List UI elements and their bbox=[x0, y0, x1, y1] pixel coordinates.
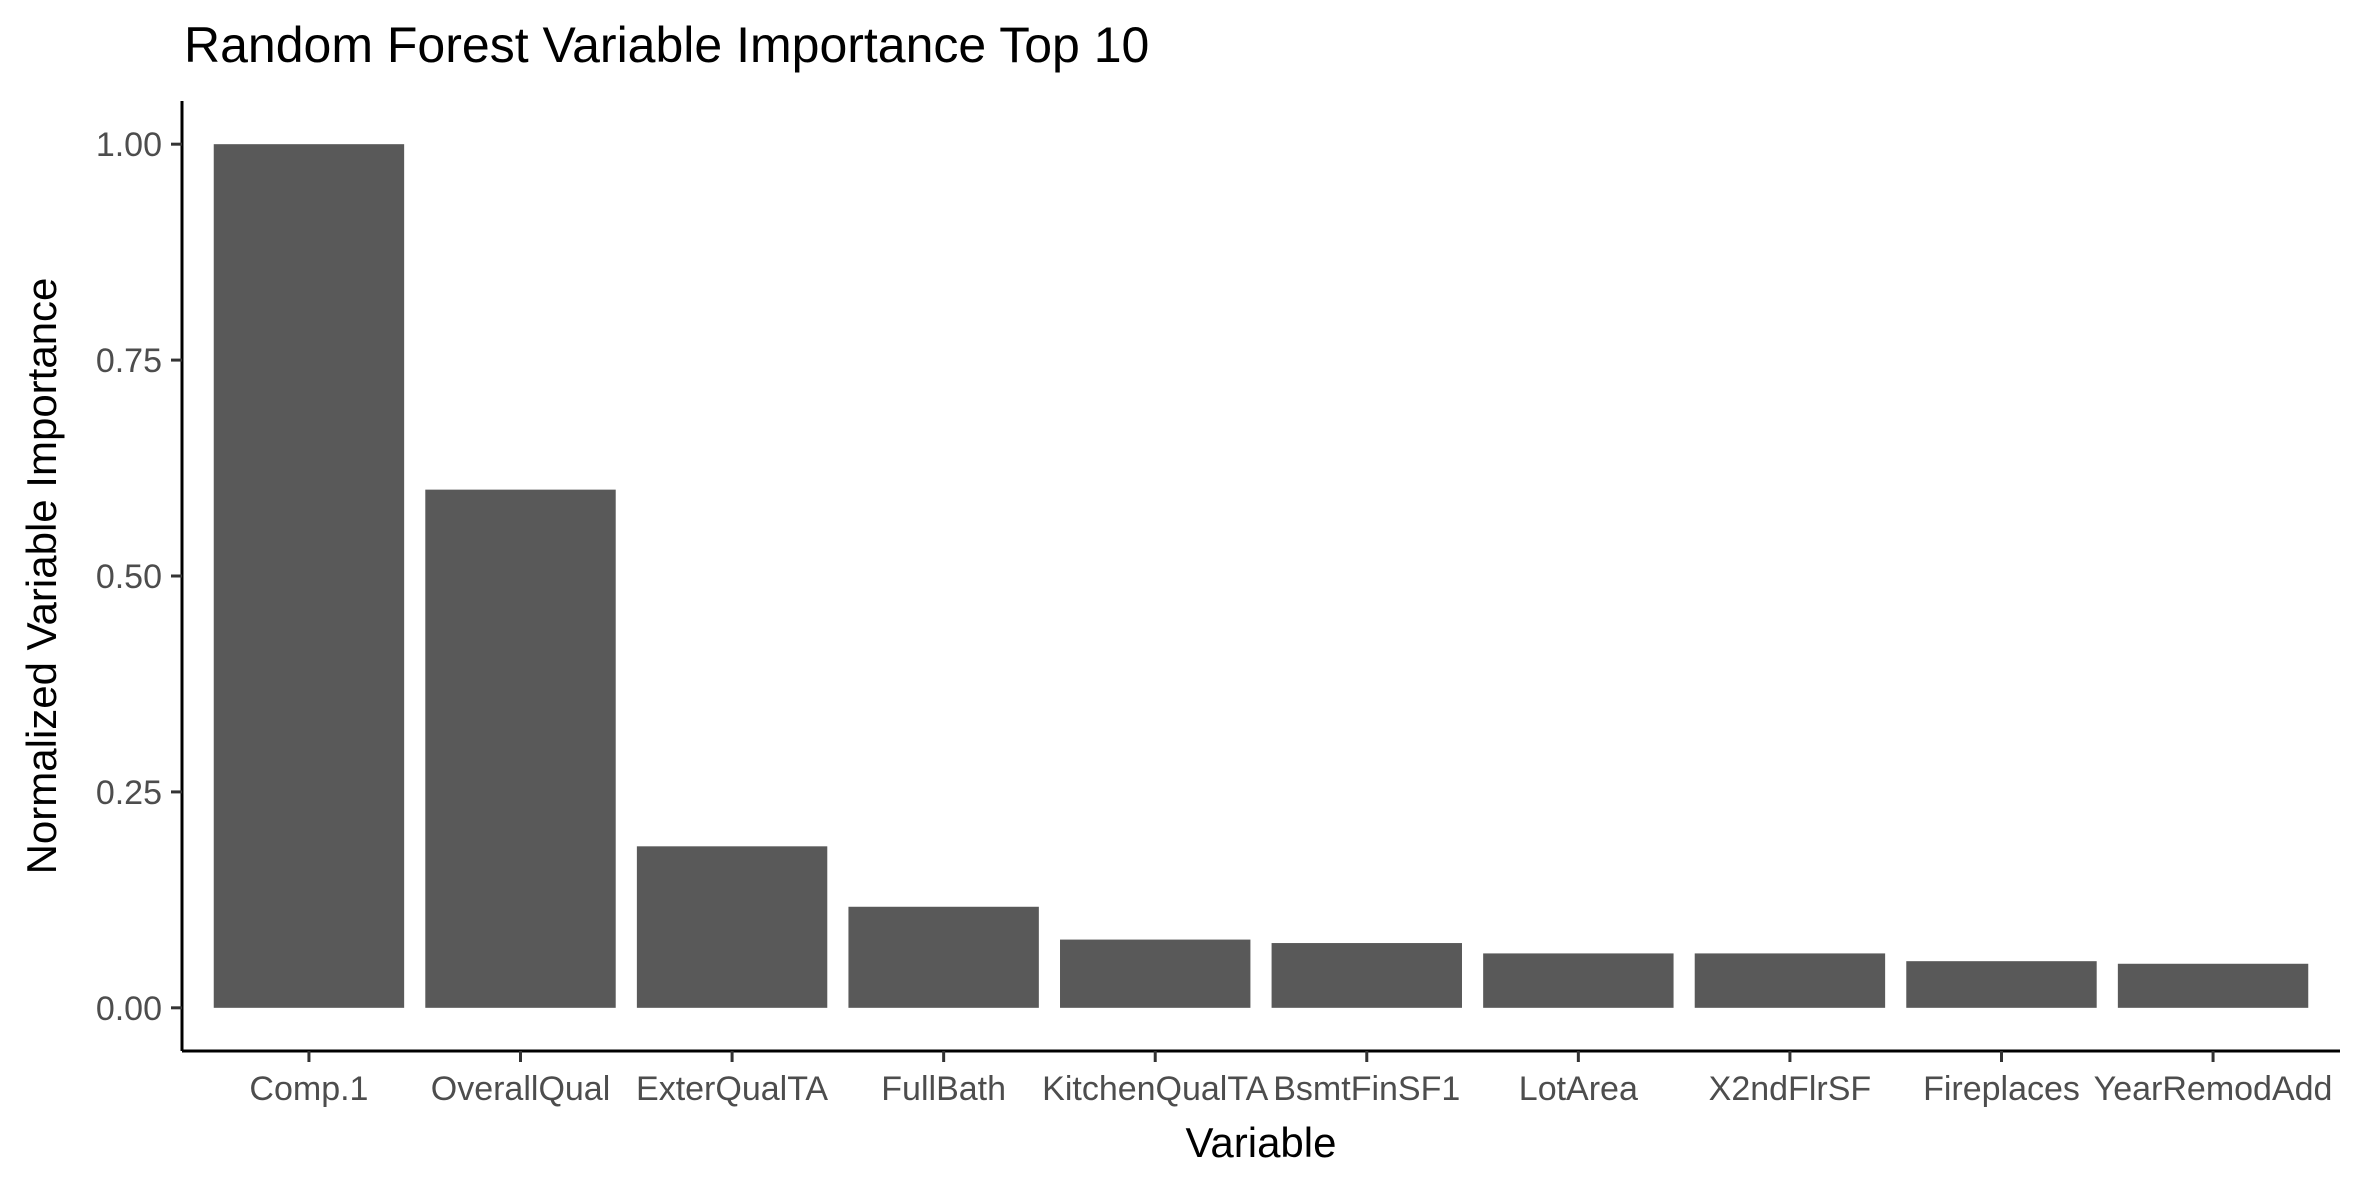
x-tick-label: OverallQual bbox=[431, 1070, 611, 1108]
x-axis-title: Variable bbox=[1186, 1119, 1337, 1166]
x-tick-label: Fireplaces bbox=[1923, 1070, 2080, 1108]
bar-fireplaces bbox=[1906, 961, 2097, 1008]
x-tick-label: X2ndFlrSF bbox=[1709, 1070, 1872, 1108]
bar-exterqualta bbox=[636, 846, 828, 1008]
bar-comp-1 bbox=[213, 144, 405, 1008]
chart-title: Random Forest Variable Importance Top 10 bbox=[184, 17, 1149, 73]
x-axis-ticks: Comp.1 OverallQual ExterQualTA FullBath Kitc… bbox=[249, 1051, 2332, 1108]
bars bbox=[213, 144, 2309, 1008]
x-tick-label: LotArea bbox=[1519, 1070, 1638, 1108]
y-axis-ticks: 0.00 0.25 0.50 0.75 1.00 bbox=[96, 126, 182, 1028]
x-tick-label: YearRemodAdd bbox=[2094, 1070, 2333, 1108]
x-tick-label: Comp.1 bbox=[249, 1070, 368, 1108]
bar-bsmtfinsf1 bbox=[1271, 943, 1462, 1008]
y-tick-label: 0.00 bbox=[96, 990, 162, 1028]
y-axis-title: Normalized Variable Importance bbox=[18, 278, 65, 875]
y-tick-label: 0.25 bbox=[96, 774, 162, 812]
x-tick-label: KitchenQualTA bbox=[1042, 1070, 1268, 1108]
bar-lotarea bbox=[1483, 953, 1674, 1008]
y-tick-label: 1.00 bbox=[96, 126, 162, 164]
x-tick-label: FullBath bbox=[881, 1070, 1006, 1108]
bar-yearremodadd bbox=[2117, 963, 2309, 1008]
bar-x2ndflrsf bbox=[1694, 953, 1886, 1008]
x-tick-label: ExterQualTA bbox=[636, 1070, 828, 1108]
bar-fullbath bbox=[848, 906, 1039, 1008]
x-tick-label: BsmtFinSF1 bbox=[1273, 1070, 1460, 1108]
y-tick-label: 0.50 bbox=[96, 558, 162, 596]
y-tick-label: 0.75 bbox=[96, 342, 162, 380]
plot-area: 0.00 0.25 0.50 0.75 1.00 Comp.1 OverallQual Ex… bbox=[96, 101, 2340, 1108]
bar-overallqual bbox=[425, 489, 616, 1008]
bar-kitchenqualta bbox=[1060, 939, 1251, 1008]
